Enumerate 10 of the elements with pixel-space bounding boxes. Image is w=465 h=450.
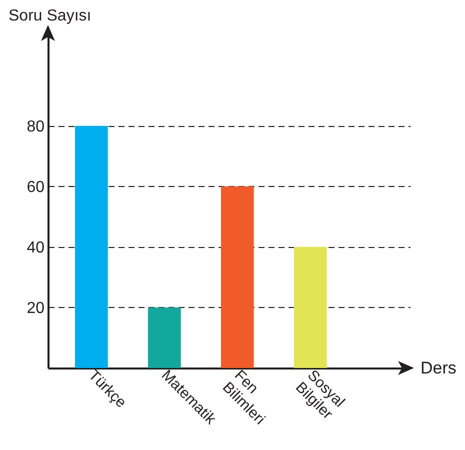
x-axis-title: Ders [420,358,456,378]
y-tick-label: 40 [26,239,45,256]
bar [75,126,108,368]
bar [148,307,181,368]
y-tick-label: 20 [26,300,45,317]
y-axis-title: Soru Sayısı [8,8,92,24]
bar [220,186,254,368]
y-tick-label: 60 [26,178,45,196]
y-tick-label: 80 [26,118,45,136]
bar [294,246,327,368]
